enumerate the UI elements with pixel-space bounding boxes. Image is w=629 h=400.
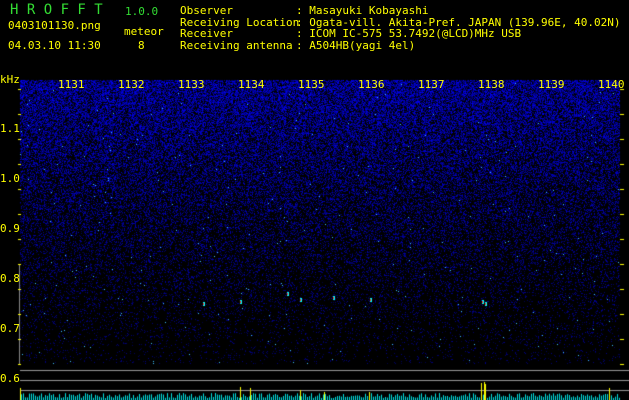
y-tick-label: 1.0 [0, 172, 20, 185]
info-label: Receiver [180, 27, 233, 40]
info-value: : Masayuki Kobayashi [296, 4, 429, 17]
unit-label: kHz [0, 73, 20, 86]
x-tick-label: 1133 [178, 78, 205, 91]
app-name: H R O F F T [10, 2, 103, 18]
x-tick-label: 1138 [478, 78, 505, 91]
x-tick-label: 1131 [58, 78, 85, 91]
y-tick-label: 0.9 [0, 222, 20, 235]
info-label: Receiving antenna [180, 38, 293, 52]
info-value: : Ogata-vill. Akita-Pref. JAPAN (139.96E… [296, 15, 621, 29]
y-tick-label: 0.8 [0, 272, 20, 285]
x-tick-label: 1135 [298, 78, 325, 91]
x-tick-label: 1139 [538, 78, 565, 91]
file-datetime: 04.03.10 11:30 [8, 39, 101, 52]
info-value: : A504HB(yagi 4el) [296, 38, 416, 52]
y-tick-label: 0.7 [0, 322, 20, 335]
y-tick-label: 1.1 [0, 122, 20, 135]
y-tick-label: 0.6 [0, 372, 20, 385]
file-name: 0403101130.png [8, 19, 101, 32]
x-tick-label: 1140 [598, 78, 625, 91]
x-tick-label: 1132 [118, 78, 145, 91]
meteor-label: meteor [124, 25, 164, 38]
info-value: : ICOM IC-575 53.7492(@LCD)MHz USB [296, 27, 522, 40]
meteor-count: 8 [138, 39, 145, 52]
app-version: 1.0.0 [125, 5, 159, 18]
x-tick-label: 1137 [418, 78, 445, 91]
x-tick-label: 1136 [358, 78, 385, 91]
info-label: Observer [180, 4, 233, 17]
x-tick-label: 1134 [238, 78, 265, 91]
info-label: Receiving Location [180, 15, 300, 29]
